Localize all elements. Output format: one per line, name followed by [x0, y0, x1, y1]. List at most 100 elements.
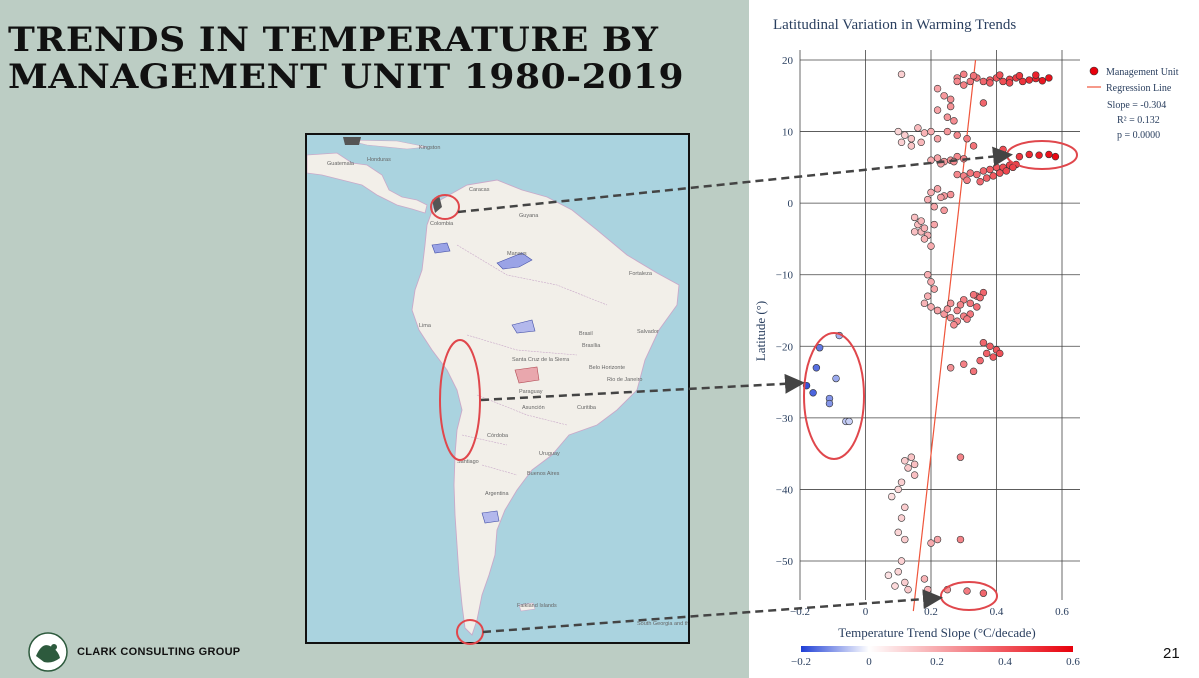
data-point: [891, 582, 899, 590]
data-point: [901, 131, 909, 139]
map-unit-pink-1: [514, 366, 540, 384]
map-label: Argentina: [485, 491, 509, 497]
data-point: [933, 84, 942, 93]
slide-title-line1: TRENDS IN TEMPERATURE BY: [8, 20, 659, 60]
y-tick-label: 20: [782, 55, 794, 67]
x-tick-labels: −0.2 0 0.2 0.4 0.6: [790, 606, 1069, 618]
data-point: [943, 127, 952, 136]
x-axis-label: Temperature Trend Slope (°C/decade): [838, 625, 1035, 640]
data-point: [924, 271, 932, 279]
data-point: [969, 142, 978, 150]
data-point: [960, 70, 968, 79]
map-label: Santa Cruz de la Sierra: [512, 357, 570, 363]
data-point: [914, 124, 922, 132]
regression-line: [912, 59, 977, 612]
data-point: [910, 460, 919, 469]
stat-slope: Slope = -0.304: [1107, 100, 1166, 111]
map-label: Buenos Aires: [527, 471, 560, 477]
x-tick-label: 0.6: [1055, 606, 1069, 618]
data-point: [943, 305, 952, 313]
chart-grid: [799, 50, 1080, 600]
data-point: [946, 313, 955, 322]
data-point: [901, 503, 909, 512]
data-point: [937, 160, 945, 168]
data-point: [979, 99, 988, 107]
map-unit-blue-2: [431, 242, 451, 254]
y-tick-label: 10: [782, 127, 794, 139]
slide-title-line2: MANAGEMENT UNIT 1980-2019: [8, 57, 685, 97]
data-point: [946, 299, 955, 308]
data-point: [973, 303, 981, 311]
data-point: [924, 195, 932, 204]
data-point: [917, 138, 925, 147]
data-point: [809, 389, 817, 397]
company-name: CLARK CONSULTING GROUP: [77, 646, 241, 658]
data-point: [937, 193, 945, 202]
y-tick-label: −20: [776, 341, 794, 353]
map-label: Manaus: [507, 251, 527, 257]
data-point: [924, 585, 932, 594]
map-unit-blue-1: [496, 252, 533, 270]
data-point: [1009, 163, 1017, 172]
map-label: Fortaleza: [629, 271, 653, 277]
x-tick-label: 0.2: [924, 606, 938, 618]
data-point: [910, 228, 919, 236]
data-point: [927, 127, 935, 136]
data-point: [901, 457, 909, 465]
data-point: [943, 585, 952, 594]
data-point: [825, 399, 834, 408]
data-point: [953, 77, 961, 86]
data-point: [897, 70, 906, 79]
data-point: [989, 172, 997, 180]
data-point: [989, 353, 997, 361]
data-point: [933, 106, 942, 114]
data-point: [966, 77, 974, 86]
map-label: Colombia: [430, 221, 454, 227]
data-point: [904, 585, 912, 594]
data-point: [1005, 79, 1014, 87]
map-label: Brasília: [582, 343, 601, 349]
stat-p: p = 0.0000: [1117, 130, 1160, 141]
data-point: [815, 344, 824, 352]
map-label: Rio de Janeiro: [607, 377, 642, 383]
legend-label-management-unit: Management Unit: [1106, 67, 1179, 78]
data-point: [897, 478, 906, 486]
data-point: [845, 417, 853, 426]
data-point: [1002, 167, 1011, 175]
colorbar-tick-label: 0.2: [930, 656, 944, 668]
data-point: [920, 299, 929, 308]
data-point: [963, 135, 971, 143]
legend-marker-management-unit: [1089, 66, 1099, 76]
colorbar: [801, 646, 1073, 652]
map-label: Brasil: [579, 331, 593, 337]
colorbar-ticks: −0.2 0 0.2 0.4 0.6: [791, 656, 1080, 668]
page-number: 21: [1163, 645, 1180, 662]
data-point: [927, 303, 935, 311]
data-point: [969, 72, 978, 80]
data-point: [897, 557, 906, 565]
data-point: [976, 293, 984, 302]
map-unit-blue-4: [481, 510, 500, 524]
data-point: [969, 291, 978, 299]
data-point: [943, 113, 952, 121]
data-point: [1045, 150, 1053, 159]
map-label: Honduras: [367, 157, 391, 163]
data-point: [920, 575, 929, 583]
data-point: [933, 535, 942, 544]
data-point: [969, 367, 978, 376]
data-point: [933, 135, 942, 143]
data-point: [940, 92, 948, 100]
data-point: [999, 77, 1007, 86]
y-tick-label: 0: [788, 198, 794, 210]
data-point: [1025, 76, 1033, 84]
data-point: [982, 174, 991, 182]
company-logo: [28, 632, 68, 672]
data-point: [927, 242, 935, 250]
data-point: [986, 342, 994, 350]
data-point: [1045, 74, 1053, 82]
data-point: [1025, 150, 1033, 159]
data-point: [894, 528, 902, 537]
chart-title: Latitudinal Variation in Warming Trends: [773, 17, 1017, 33]
data-point: [1015, 152, 1024, 161]
